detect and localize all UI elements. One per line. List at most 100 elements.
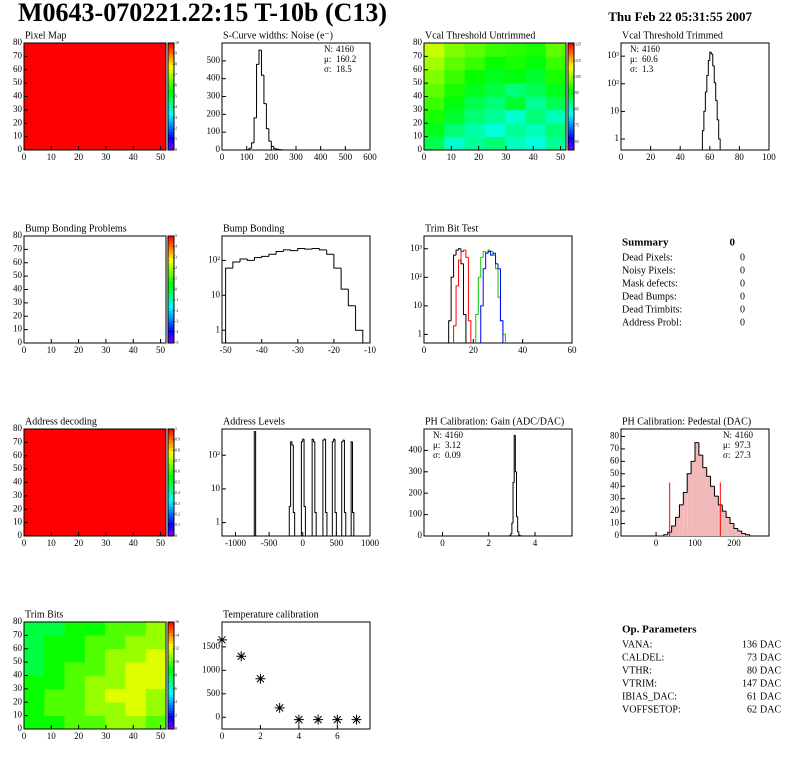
color-bar-band — [168, 289, 174, 293]
hist-fill — [687, 473, 692, 536]
summary-label: Dead Bumps: — [622, 291, 677, 302]
color-bar-band — [168, 316, 174, 320]
heat-cell — [145, 622, 167, 636]
color-bar-band — [568, 93, 574, 97]
summary-title: Summary — [622, 237, 669, 249]
plot-frame — [221, 428, 371, 537]
hist-fill — [730, 523, 734, 536]
hist-fill — [714, 496, 719, 536]
panel-title: Bump Bonding — [223, 223, 284, 234]
color-bar-band — [568, 133, 574, 137]
heat-cell — [545, 83, 567, 97]
y-tick-label: 200 — [207, 108, 221, 118]
summary-value: 0 — [740, 252, 745, 263]
y-tick-label: 50 — [13, 656, 23, 666]
hist-bin — [487, 251, 491, 254]
hist-fill — [710, 486, 715, 536]
parameter-value: 80 — [747, 665, 757, 676]
color-bar-band — [168, 530, 174, 534]
y-tick-label: 50 — [413, 77, 423, 87]
parameters-title: Op. Parameters — [622, 624, 697, 636]
color-bar-band — [168, 672, 174, 676]
color-bar-band — [168, 453, 174, 457]
heat-cell — [545, 109, 567, 124]
heat-cell — [444, 123, 465, 137]
heat-cell — [125, 715, 147, 730]
color-bar-band — [168, 136, 174, 140]
color-bar-band — [168, 664, 174, 668]
x-tick-label: 300 — [289, 152, 303, 162]
hist-bin — [282, 249, 291, 252]
heat-cell — [84, 688, 106, 703]
stats-name: N: — [723, 430, 732, 440]
heat-cell — [444, 136, 465, 151]
y-tick-label: 10 — [13, 710, 23, 720]
heat-cell — [44, 622, 65, 636]
color-bar-band — [168, 450, 174, 454]
z-tick-label: 10 — [175, 40, 179, 45]
hist-bin — [709, 51, 712, 61]
stats-name: σ: — [630, 64, 637, 74]
heat-cell — [105, 662, 126, 676]
color-bar-band — [168, 101, 174, 105]
heat-cell — [424, 69, 445, 84]
hist-bin — [251, 142, 255, 149]
y-tick-label: 60 — [413, 64, 423, 74]
z-tick-label: 0.6 — [175, 469, 180, 474]
heat-cell — [464, 109, 486, 124]
z-tick-label: 14 — [175, 632, 179, 637]
summary-label: Dead Pixels: — [622, 252, 673, 263]
color-bar-band — [168, 442, 174, 446]
parameter-value: 147 — [742, 678, 757, 689]
heat-cell — [44, 675, 65, 690]
y-tick-label: 60 — [13, 257, 23, 267]
hist-bin — [694, 442, 699, 462]
color-bar-band — [168, 474, 174, 478]
z-tick-label: 1 — [175, 136, 177, 141]
y-tick-label: 0 — [18, 337, 23, 347]
stats-name: μ: — [433, 440, 440, 450]
heat-cell — [545, 96, 567, 111]
hist-bin — [698, 442, 703, 456]
color-bar-band — [168, 268, 174, 272]
color-bar-band — [168, 120, 174, 124]
color-bar-band — [168, 123, 174, 127]
heat-cell — [424, 43, 445, 57]
color-bar-band — [168, 501, 174, 505]
color-bar-band — [168, 458, 174, 462]
hist-bin — [318, 248, 327, 251]
hist-bin — [686, 473, 692, 493]
y-tick-label: 0 — [18, 530, 23, 540]
hist-bin — [710, 52, 713, 55]
heat-cell — [545, 69, 567, 84]
stats-name: σ: — [433, 450, 440, 460]
color-bar-band — [168, 477, 174, 481]
hist-bin — [323, 438, 326, 441]
color-bar-band — [168, 632, 174, 636]
color-bar-band — [168, 656, 174, 660]
hist-bin — [292, 445, 296, 536]
color-bar-band — [568, 139, 574, 143]
heat-cell — [44, 702, 65, 716]
color-bar-band — [168, 718, 174, 722]
color-bar-band — [168, 485, 174, 489]
y-tick-label: 80 — [13, 423, 23, 433]
x-tick-label: 20 — [74, 152, 84, 162]
summary-value: 0 — [740, 317, 745, 328]
stats-box — [320, 44, 368, 77]
hist-bin — [268, 253, 277, 257]
y-tick-label: 0 — [216, 711, 221, 721]
color-bar-band — [168, 463, 174, 467]
hist-fill — [675, 517, 680, 536]
star-marker — [255, 673, 266, 684]
y-tick-label: 70 — [413, 50, 423, 60]
hist-bin — [450, 276, 454, 321]
color-bar-band — [168, 286, 174, 290]
y-tick-label: 20 — [13, 696, 23, 706]
x-tick-label: 40 — [518, 345, 528, 355]
hist-bin — [678, 504, 684, 518]
y-tick-label: 50 — [13, 270, 23, 280]
color-bar-band — [168, 683, 174, 687]
x-tick-label: -30 — [292, 345, 304, 355]
